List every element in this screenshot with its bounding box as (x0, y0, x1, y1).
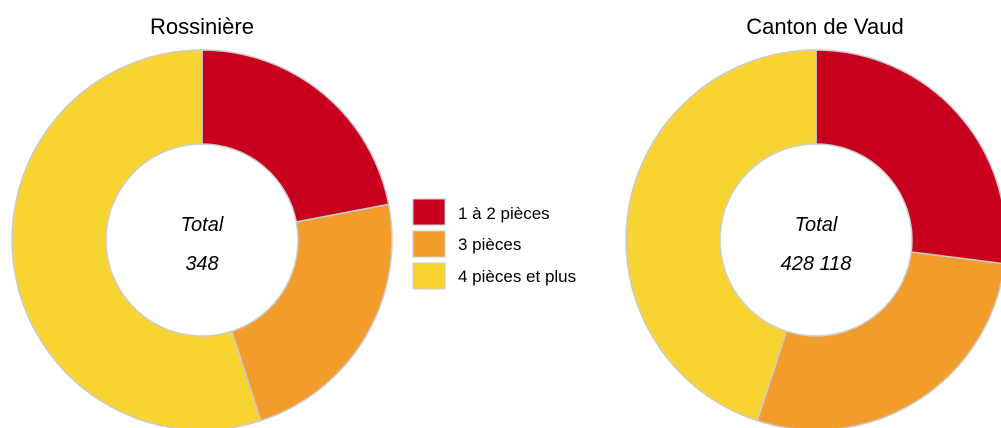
donut-slices (626, 50, 1001, 428)
donut-slice-1-2-pieces (816, 50, 1001, 264)
donut-chart-canton-de-vaud: Canton de Vaud Total 428 118 (626, 14, 1001, 428)
legend-item-3-pieces: 3 pièces (413, 231, 521, 257)
legend-label: 3 pièces (458, 235, 521, 254)
legend-swatch (413, 199, 445, 225)
legend-item-1-2-pieces: 1 à 2 pièces (413, 199, 550, 225)
legend: 1 à 2 pièces 3 pièces 4 pièces et plus (413, 199, 576, 289)
legend-item-4-pieces-et-plus: 4 pièces et plus (413, 263, 576, 289)
center-total-label: Total (181, 214, 224, 236)
donut-slice-3-pieces (757, 252, 1001, 428)
legend-label: 1 à 2 pièces (458, 204, 550, 223)
donut-chart-rossiniere: Rossinière Total 348 (12, 14, 392, 428)
donut-slices (12, 50, 392, 428)
chart-title: Canton de Vaud (746, 14, 903, 39)
chart-title: Rossinière (150, 14, 254, 39)
donut-slice-3-pieces (232, 204, 392, 420)
legend-swatch (413, 263, 445, 289)
legend-swatch (413, 231, 445, 257)
donut-slice-1-2-pieces (202, 50, 389, 222)
center-total-value: 428 118 (781, 253, 852, 275)
center-total-value: 348 (185, 253, 218, 275)
legend-label: 4 pièces et plus (458, 267, 576, 286)
center-total-label: Total (795, 214, 838, 236)
